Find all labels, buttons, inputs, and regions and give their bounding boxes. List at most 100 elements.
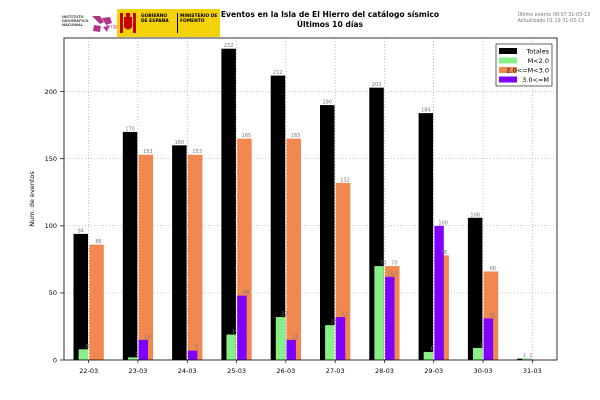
legend-swatch: [499, 67, 517, 73]
value-label-totales: 212: [273, 70, 283, 76]
gobierno-logo: GOBIERNO DE ESPAÑA MINISTERIO DE FOMENTO: [117, 9, 220, 37]
value-label-small: 8: [86, 344, 89, 350]
chart-title: Eventos en la Isla de El Hierro del catá…: [200, 10, 460, 30]
value-label-medium: 153: [143, 149, 153, 155]
value-label-totales: 106: [470, 212, 480, 218]
value-label-totales: 232: [224, 43, 234, 49]
value-label-large: 100: [438, 220, 448, 226]
ign-mark-icon: [92, 16, 112, 32]
value-label-totales: 160: [175, 140, 185, 146]
value-label-small: 32: [281, 312, 287, 318]
value-label-totales: 1: [523, 353, 526, 359]
value-label-large: 15: [292, 334, 298, 340]
bar-small: [78, 349, 88, 360]
x-tick-label: 23-03: [129, 367, 148, 375]
bar-medium: [89, 244, 104, 360]
gobierno-text: GOBIERNO DE ESPAÑA: [141, 14, 169, 25]
ign-logo: INSTITUTO GEOGRÁFICO NACIONAL gnig: [62, 10, 117, 36]
legend-swatch: [499, 76, 517, 83]
x-tick-label: 28-03: [375, 367, 394, 375]
bar-large: [286, 339, 296, 360]
x-tick-label: 30-03: [474, 367, 493, 375]
bar-large: [434, 225, 444, 360]
value-label-medium: 86: [95, 239, 101, 245]
y-tick-label: 0: [53, 356, 57, 364]
ign-signature: gnig: [106, 24, 117, 30]
bar-totales: [320, 105, 335, 360]
y-tick-label: 100: [45, 222, 57, 230]
value-label-small: 26: [331, 320, 337, 326]
ign-logo-text: INSTITUTO GEOGRÁFICO NACIONAL: [62, 15, 89, 28]
chart-title-line2: Últimos 10 días: [296, 20, 364, 29]
legend-label: Totales: [525, 47, 549, 55]
value-label-medium: 70: [391, 261, 397, 267]
bar-large: [187, 350, 198, 360]
bar-medium: [286, 138, 301, 360]
bar-small: [423, 351, 434, 360]
value-label-small: 70: [380, 261, 386, 267]
bar-large: [138, 339, 149, 360]
value-label-large: 15: [144, 334, 150, 340]
value-label-large: 7: [195, 345, 198, 351]
value-label-medium: 153: [192, 149, 202, 155]
legend-label: M<2.0: [528, 57, 549, 65]
bar-medium: [138, 154, 154, 360]
value-label-medium: 132: [340, 177, 350, 183]
bar-totales: [172, 145, 187, 360]
updated-text: Actualizado 01:19 31-03-13: [517, 19, 585, 24]
bar-totales: [270, 75, 286, 361]
plot-frame: [63, 37, 558, 361]
y-tick-label: 50: [49, 289, 57, 297]
bar-totales: [221, 48, 236, 360]
legend: Totales M<2.02.0<=M<3.0 3.0<=M: [495, 43, 553, 87]
value-labels: 9486817015321516015372321651948212165321…: [78, 43, 533, 359]
grid-lines: [64, 38, 557, 360]
bar-totales: [73, 233, 88, 360]
value-label-totales: 184: [421, 108, 431, 114]
value-label-small: 1: [529, 353, 532, 359]
axes: 0 50 100 150 200 22-03 23-03 24-03 25-03 26-03 27-…: [45, 88, 542, 375]
x-tick-label: 31-03: [523, 367, 542, 375]
legend-label: 3.0<=M: [522, 76, 549, 84]
bar-medium: [335, 182, 351, 360]
bar-large: [483, 318, 494, 360]
value-label-totales: 170: [125, 126, 135, 132]
legend-swatch: [499, 48, 517, 54]
x-tick-label: 29-03: [424, 367, 443, 375]
bars: [73, 48, 532, 361]
bar-small: [275, 317, 286, 360]
y-tick-label: 150: [45, 155, 57, 163]
chart-title-line1: Eventos en la Isla de El Hierro del catá…: [220, 10, 440, 19]
y-axis-label: Num. de eventos: [28, 171, 36, 227]
bar-totales: [418, 113, 434, 360]
x-tick-label: 24-03: [178, 367, 197, 375]
value-label-large: 32: [341, 312, 347, 318]
x-tick-label: 25-03: [227, 367, 246, 375]
value-label-totales: 190: [322, 100, 332, 106]
x-tick-label: 26-03: [276, 367, 295, 375]
value-label-small: 2: [135, 352, 138, 358]
value-label-medium: 165: [291, 133, 301, 139]
x-tick-label: 22-03: [79, 367, 98, 375]
bar-small: [374, 266, 384, 360]
legend-label: 2.0<=M<3.0: [506, 66, 549, 74]
value-label-large: 48: [243, 290, 249, 296]
bar-small: [325, 325, 335, 360]
value-label-small: 9: [480, 342, 483, 348]
bar-small: [472, 347, 483, 360]
bar-medium: [187, 154, 203, 360]
ministerio-text: MINISTERIO DE FOMENTO: [180, 14, 218, 25]
value-label-totales: 94: [78, 228, 84, 234]
bar-large: [385, 276, 395, 360]
y-tick-label: 200: [45, 88, 57, 96]
legend-swatch: [499, 57, 517, 64]
spain-crest-icon: [119, 11, 137, 35]
logo-separator: [177, 13, 178, 33]
last-event-text: Último evento 00:07 31-03-13: [517, 13, 590, 18]
bar-large: [335, 317, 346, 360]
value-label-small: 6: [431, 346, 434, 352]
value-label-small: 19: [232, 329, 238, 335]
x-tick-label: 27-03: [326, 367, 345, 375]
value-label-medium: 165: [242, 133, 252, 139]
